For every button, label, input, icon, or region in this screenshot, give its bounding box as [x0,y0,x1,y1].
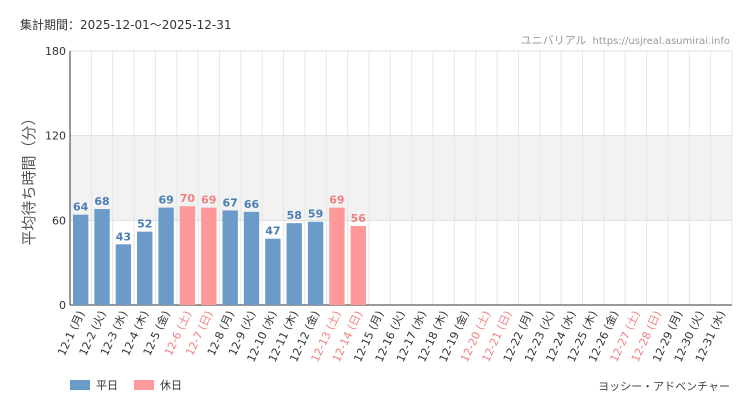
chart-legend: 平日 休日 [70,377,198,393]
legend-label-weekday: 平日 [96,379,118,392]
bar [72,214,89,305]
bar-value-label: 66 [244,198,260,211]
bar-value-label: 68 [94,195,109,208]
bar [179,206,196,305]
bar-value-label: 69 [201,194,216,207]
bar [115,244,132,305]
bar [265,238,281,305]
bar-value-label: 56 [351,212,367,225]
bar [286,223,302,305]
y-axis-label: 平均待ち時間（分） [20,110,38,245]
bar [307,221,324,305]
bar-value-label: 67 [223,196,238,209]
legend-swatch-weekday [70,380,90,390]
bar [158,207,174,305]
y-tick-label: 120 [45,130,66,143]
bar-value-label: 69 [158,194,173,207]
bar-value-label: 59 [308,208,323,221]
bar-value-label: 64 [73,201,89,214]
legend-swatch-holiday [134,380,154,390]
bar-value-label: 47 [265,225,280,238]
site-name: ユニバリアル [520,34,587,47]
attraction-name: ヨッシー・アドベンチャー [598,380,730,393]
bar-value-label: 70 [180,192,196,205]
legend-item-weekday: 平日 [70,377,118,393]
bar-value-label: 69 [329,194,344,207]
legend-item-holiday: 休日 [134,377,182,393]
bar-value-label: 58 [287,209,302,222]
bar [201,207,217,305]
bar [350,225,366,305]
site-credit: ユニバリアル https://usjreal.asumirai.info [521,32,730,48]
bar [243,211,260,305]
y-tick-label: 180 [45,45,66,58]
period-label: 集計期間：2025-12-01〜2025-12-31 [20,18,232,32]
y-tick-label: 60 [52,214,66,227]
y-tick-label: 0 [59,299,66,312]
bar [94,209,110,305]
bar [137,231,153,305]
bar [329,207,345,305]
legend-label-holiday: 休日 [160,379,182,392]
bar-value-label: 52 [137,218,152,231]
site-url[interactable]: https://usjreal.asumirai.info [592,36,730,47]
bar [222,210,238,305]
bar-value-label: 43 [116,230,131,243]
